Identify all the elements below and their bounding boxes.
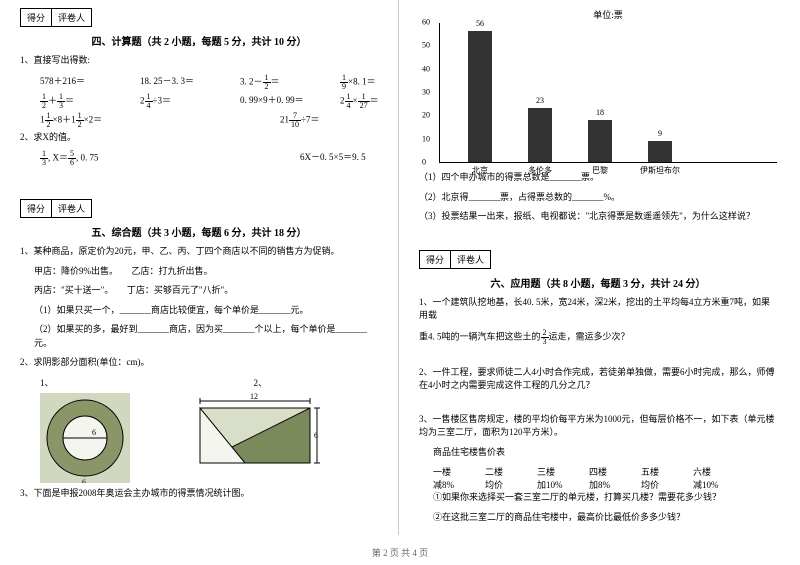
calc: 13, X＝56, 0. 75 (40, 150, 180, 167)
svg-text:12: 12 (250, 393, 258, 401)
svg-text:6: 6 (314, 431, 318, 440)
q6-3a: ①如果你来选择买一套三室二厅的单元楼，打算买几楼？需要花多少钱？ (433, 491, 777, 505)
q6-3-table-title: 商品住宅楼售价表 (433, 446, 777, 460)
score-label: 得分 (420, 251, 451, 268)
calc: 578＋216＝ (40, 74, 120, 91)
fig1-label: 1、 (40, 376, 54, 389)
grader-label: 评卷人 (451, 251, 490, 268)
table-row: 减8%均价加10%加8%均价减10% (433, 478, 777, 491)
fig2-label: 2、 (254, 376, 268, 389)
q6-1: 1、一个建筑队挖地基，长40. 5米，宽24米，深2米，挖出的土平均每4立方米重… (419, 296, 777, 323)
q6-3b: ②在这批三室二厅的商品住宅楼中，最高价比最低价多多少钱？ (433, 511, 777, 525)
q4-2: 2、求X的值。 (20, 131, 378, 145)
q5-1b: 丙店："买十送一"。 丁店：买够百元了"八折"。 (34, 284, 378, 298)
section4-title: 四、计算题（共 2 小题，每题 5 分，共计 10 分） (20, 33, 378, 48)
section5-title: 五、综合题（共 3 小题，每题 6 分，共计 18 分） (20, 224, 378, 239)
chart-unit: 单位:票 (439, 8, 777, 21)
q5-1d: （2）如果买的多，最好到_______商店，因为买_______个以上，每个单价… (34, 323, 378, 350)
q5-1: 1、某种商品，原定价为20元，甲、乙、丙、丁四个商店以不同的销售方为促销。 (20, 245, 378, 259)
calc: 21710÷7＝ (280, 112, 360, 129)
q4-1: 1、直接写出得数: (20, 54, 378, 68)
section6-title: 六、应用题（共 8 小题，每题 3 分，共计 24 分） (419, 275, 777, 290)
svg-text:6: 6 (92, 428, 96, 437)
q5-2: 2、求阴影部分面积(单位：cm)。 (20, 356, 378, 370)
score-label: 得分 (21, 9, 52, 26)
figure-triangle: 12 6 (190, 393, 300, 473)
calc: 6X－0. 5×5＝9. 5 (300, 150, 380, 167)
calc: 0. 99×9＋0. 99＝ (240, 93, 320, 110)
q5-1c: （1）如果只买一个，_______商店比较便宜，每个单价是_______元。 (34, 304, 378, 318)
q6-3: 3、一售楼区售房规定，楼的平均价每平方米为1000元，但每层价格不一，如下表（单… (419, 413, 777, 440)
chart-q2: （2）北京得_______票，占得票总数的_______%。 (419, 191, 777, 205)
calc: 3. 2－12＝ (240, 74, 320, 91)
q6-2: 2、一件工程，要求师徒二人4小时合作完成，若徒弟单独做，需要6小时完成，那么，师… (419, 366, 777, 393)
grader-label: 评卷人 (52, 200, 91, 217)
calc: 18. 25－3. 3＝ (140, 74, 220, 91)
figure-circle: 6 6 (40, 393, 130, 483)
q5-3: 3、下面是申报2008年奥运会主办城市的得票情况统计图。 (20, 487, 378, 501)
table-header: 一楼二楼三楼四楼五楼六楼 (433, 465, 777, 478)
calc: 214÷3＝ (140, 93, 220, 110)
q5-1a: 甲店：降价9%出售。 乙店：打九折出售。 (34, 265, 378, 279)
q6-1b: 重4. 5吨的一辆汽车把这些土的23运走，需运多少次？ (419, 329, 777, 346)
page-footer: 第 2 页 共 4 页 (0, 546, 800, 559)
score-label: 得分 (21, 200, 52, 217)
svg-text:6: 6 (82, 478, 86, 483)
calc: 112×8＋112×2＝ (40, 112, 160, 129)
calc: 12＋13＝ (40, 93, 120, 110)
chart-q3: （3）投票结果一出来，报纸、电视都说："北京得票是数遥遥领先"，为什么这样说？ (419, 210, 777, 224)
bar-chart: 单位:票 010203040506056北京23多伦多18巴黎9伊斯坦布尔 (439, 8, 777, 163)
grader-label: 评卷人 (52, 9, 91, 26)
